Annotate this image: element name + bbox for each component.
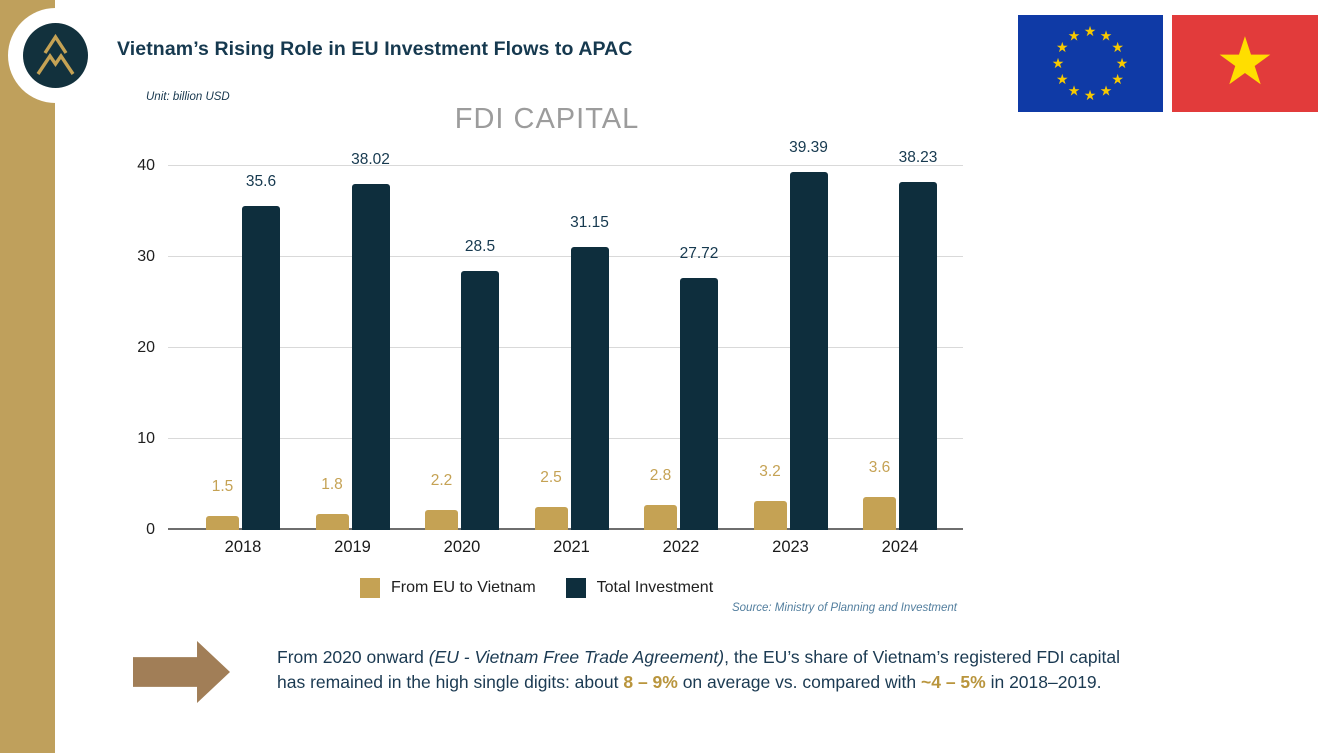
- x-axis-label: 2018: [224, 538, 262, 556]
- legend-swatch: [565, 578, 586, 598]
- bar-from-eu: [753, 500, 787, 530]
- vietnam-star-icon: ★: [1215, 23, 1275, 98]
- bar-total-investment: [461, 270, 499, 530]
- vietnam-flag-icon: ★: [1172, 15, 1318, 112]
- bar-total-investment: [789, 171, 828, 530]
- bar-from-eu: [425, 509, 458, 530]
- x-axis-label: 2022: [662, 538, 700, 556]
- svg-text:★: ★: [1084, 24, 1097, 40]
- sidebar-gold-stripe: [0, 0, 55, 753]
- x-axis-label: 2021: [553, 538, 590, 556]
- bar-from-eu: [863, 497, 896, 530]
- bar-value-from-eu: 2.8: [649, 466, 672, 484]
- plot-area: 0 10 20 30 40 1.5 35.6 2018 1.8 38.02 2019 2.2 28.5 2…: [137, 138, 963, 556]
- note-line-2: has remained in the high single digits: …: [277, 672, 1102, 692]
- chart-legend: From EU to Vietnam Total Investment: [360, 578, 713, 598]
- bar-value-total: 35.6: [245, 173, 277, 191]
- y-axis-tick: 10: [137, 430, 155, 447]
- note-text: From 2020 onward (EU - Vietnam Free Trad…: [277, 645, 1120, 695]
- legend-swatch: [360, 578, 380, 598]
- note-line-1: From 2020 onward (EU - Vietnam Free Trad…: [277, 647, 1120, 667]
- eu-flag-icon: ★ ★ ★ ★ ★ ★ ★ ★ ★ ★ ★ ★: [1018, 15, 1163, 112]
- source-label: Source: Ministry of Planning and Investm…: [731, 602, 957, 614]
- y-axis-tick: 20: [137, 339, 155, 356]
- right-block-arrow-icon: [133, 641, 230, 703]
- svg-text:★: ★: [1068, 84, 1081, 100]
- svg-text:★: ★: [1100, 84, 1113, 100]
- page-title: Vietnam’s Rising Role in EU Investment F…: [117, 38, 633, 60]
- y-axis-tick: 0: [146, 521, 155, 538]
- x-axis-label: 2023: [772, 538, 809, 556]
- mountain-monogram-icon: [23, 23, 88, 88]
- x-axis-label: 2024: [881, 538, 919, 556]
- bar-value-from-eu: 3.2: [759, 462, 781, 480]
- bar-value-total: 31.15: [570, 213, 609, 231]
- legend-item-eu: From EU to Vietnam: [360, 578, 536, 598]
- y-axis-tick: 40: [137, 157, 155, 174]
- bar-value-from-eu: 3.6: [868, 459, 891, 477]
- gridline: [168, 165, 963, 166]
- bar-from-eu: [206, 516, 239, 530]
- bar-value-from-eu: 2.5: [540, 469, 562, 487]
- y-axis-tick: 30: [137, 248, 155, 265]
- bar-value-from-eu: 1.8: [321, 475, 343, 493]
- bar-value-total: 38.23: [898, 149, 938, 167]
- bar-value-total: 39.39: [789, 138, 828, 156]
- bar-value-total: 28.5: [464, 237, 496, 255]
- bar-total-investment: [899, 182, 937, 530]
- unit-label: Unit: billion USD: [146, 91, 230, 103]
- svg-text:★: ★: [1084, 88, 1097, 104]
- bar-total-investment: [570, 246, 609, 530]
- gridline: [168, 438, 963, 439]
- bar-from-eu: [315, 513, 349, 530]
- svg-text:★: ★: [1100, 28, 1113, 44]
- x-axis-label: 2019: [334, 538, 371, 556]
- bar-total-investment: [351, 184, 390, 530]
- legend-item-total: Total Investment: [565, 578, 714, 598]
- svg-text:★: ★: [1111, 72, 1124, 88]
- legend-label: From EU to Vietnam: [391, 579, 536, 596]
- svg-text:★: ★: [1056, 40, 1069, 56]
- bar-from-eu: [534, 507, 568, 530]
- svg-text:★: ★: [1111, 40, 1124, 56]
- bar-value-from-eu: 1.5: [211, 478, 234, 496]
- gridline: [168, 347, 963, 348]
- x-axis-label: 2020: [443, 538, 481, 556]
- svg-text:★: ★: [1116, 56, 1129, 72]
- bar-from-eu: [644, 504, 677, 530]
- bar-total-investment: [680, 277, 718, 530]
- bar-total-investment: [242, 206, 280, 530]
- svg-text:★: ★: [1056, 72, 1069, 88]
- legend-label: Total Investment: [596, 579, 714, 596]
- chart-title: FDI CAPITAL: [454, 103, 640, 135]
- gridline: [168, 256, 963, 257]
- company-logo: [8, 8, 103, 103]
- svg-text:★: ★: [1052, 56, 1065, 72]
- bar-value-from-eu: 2.2: [430, 471, 453, 489]
- bar-value-total: 38.02: [351, 151, 390, 169]
- svg-text:★: ★: [1068, 28, 1081, 44]
- bar-value-total: 27.72: [679, 244, 719, 262]
